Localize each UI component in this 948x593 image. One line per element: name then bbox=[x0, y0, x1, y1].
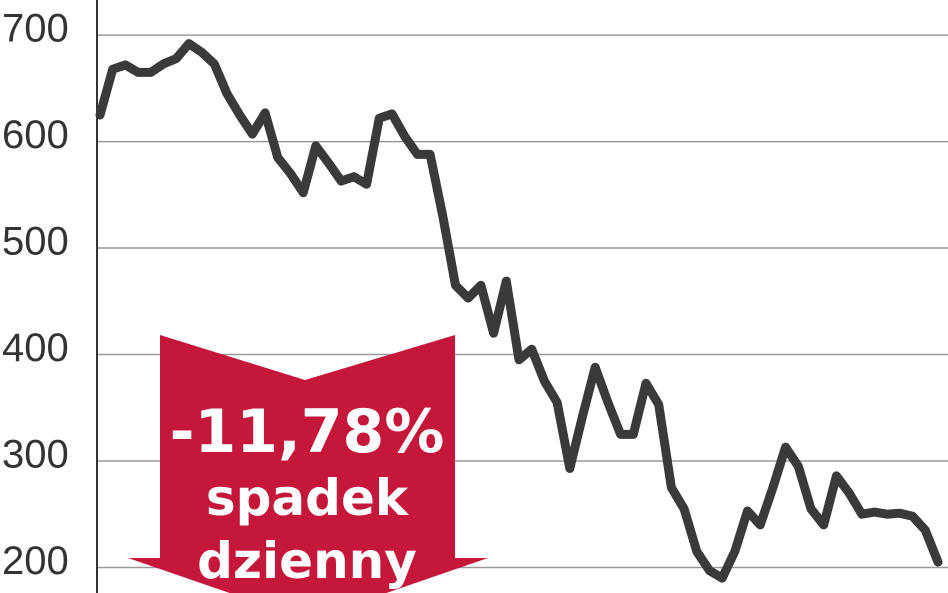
label-line2: dzienny bbox=[197, 532, 417, 590]
y-tick-label: 500 bbox=[2, 220, 69, 264]
label-line1: spadek bbox=[206, 469, 410, 527]
price-line bbox=[95, 39, 943, 583]
y-tick-label: 700 bbox=[2, 7, 69, 51]
y-ticks: 200 300 400 500 600 700 bbox=[2, 7, 69, 583]
change-label: -11,78% bbox=[170, 397, 445, 467]
lines bbox=[95, 39, 943, 583]
annotation: -11,78% spadek dzienny bbox=[128, 335, 488, 593]
y-tick-label: 600 bbox=[2, 113, 69, 157]
arrow-banner bbox=[128, 335, 488, 593]
y-tick-label: 300 bbox=[2, 433, 69, 477]
y-tick-label: 200 bbox=[2, 539, 69, 583]
y-tick-label: 400 bbox=[2, 326, 69, 370]
